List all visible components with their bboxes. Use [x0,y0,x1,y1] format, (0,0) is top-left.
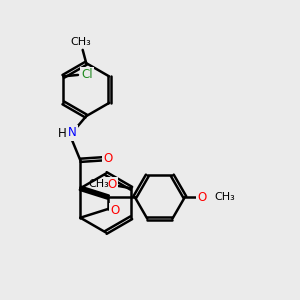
Text: Cl: Cl [82,68,93,81]
Text: O: O [103,152,112,165]
Text: CH₃: CH₃ [214,192,235,202]
Text: O: O [197,190,207,204]
Text: CH₃: CH₃ [88,179,109,190]
Text: O: O [108,178,117,191]
Text: N: N [68,126,77,140]
Text: H: H [57,127,66,140]
Text: CH₃: CH₃ [70,37,91,47]
Text: O: O [110,204,119,217]
